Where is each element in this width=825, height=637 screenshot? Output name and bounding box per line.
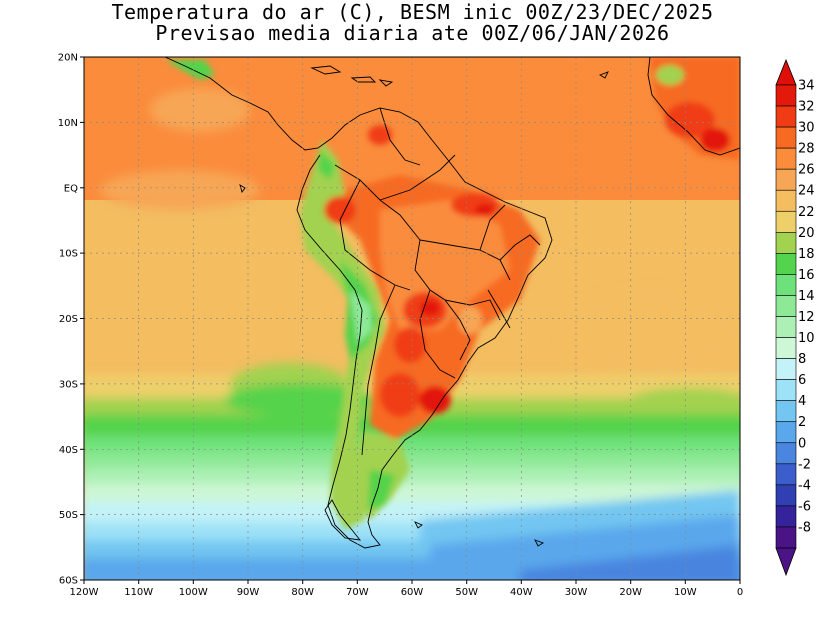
colorbar-swatch	[775, 295, 797, 317]
graticule	[84, 57, 740, 580]
colorbar-swatch	[775, 484, 797, 507]
colorbar-label: 8	[798, 352, 806, 367]
lon-label: 100W	[179, 587, 208, 598]
colorbar-label: 10	[798, 331, 815, 346]
colorbar-swatch	[775, 358, 797, 380]
colorbar-swatch	[775, 400, 797, 423]
colorbar-label: 12	[798, 310, 815, 325]
colorbar-bottom-triangle	[775, 547, 797, 577]
lon-label: 90W	[237, 587, 260, 598]
lon-label: 70W	[346, 587, 369, 598]
colorbar-swatch	[775, 274, 797, 296]
colorbar-swatch	[775, 463, 797, 486]
colorbar-label: 16	[798, 268, 815, 283]
lon-label: 50W	[455, 587, 478, 598]
colorbar-swatch	[775, 210, 797, 233]
temperature-field	[84, 57, 740, 580]
colorbar-label: 14	[798, 289, 815, 304]
lat-label: 50S	[59, 510, 78, 521]
colorbar-swatch	[775, 505, 797, 528]
colorbar-swatch	[775, 379, 797, 401]
colorbar-label: 20	[798, 226, 815, 241]
colorbar-swatch	[775, 421, 797, 444]
coastlines	[164, 57, 740, 549]
colorbar-swatch	[775, 442, 797, 465]
colorbar-label: 18	[798, 247, 815, 262]
lon-label: 80W	[291, 587, 314, 598]
lat-label: 40S	[59, 445, 78, 456]
lon-label: 120W	[70, 587, 99, 598]
colorbar-label: -8	[798, 520, 811, 535]
lat-label: 10N	[58, 118, 78, 129]
lat-label: 30S	[59, 379, 78, 390]
colorbar-swatch	[775, 168, 797, 191]
title-line-1: Temperatura do ar (C), BESM inic 00Z/23/…	[111, 0, 714, 24]
colorbar-label: 22	[798, 205, 815, 220]
colorbar-label: 32	[798, 100, 815, 115]
colorbar-label: 30	[798, 121, 815, 136]
colorbar-swatch	[775, 253, 797, 275]
lon-label: 30W	[565, 587, 588, 598]
title-line-2: Previsao media diaria ate 00Z/06/JAN/202…	[155, 21, 670, 45]
lon-label: 110W	[124, 587, 153, 598]
colorbar-swatch	[775, 526, 797, 549]
colorbar-label: -4	[798, 478, 811, 493]
tick-marks	[80, 56, 741, 584]
lat-label: 10S	[59, 249, 78, 260]
lat-label: 20S	[59, 314, 78, 325]
lon-label: 20W	[619, 587, 642, 598]
colorbar-label: 6	[798, 373, 806, 388]
colorbar-label: -2	[798, 457, 811, 472]
lon-label: 40W	[510, 587, 533, 598]
colorbar-top-triangle	[775, 58, 797, 86]
colorbar-label: 34	[798, 79, 815, 94]
lat-label: EQ	[64, 183, 78, 194]
colorbar-label: 28	[798, 142, 815, 157]
colorbar-swatch	[775, 232, 797, 254]
colorbar-swatch	[775, 337, 797, 359]
colorbar-label: 26	[798, 163, 815, 178]
lon-label: 10W	[674, 587, 697, 598]
colorbar-swatch	[775, 105, 797, 128]
colorbar-label: 2	[798, 415, 806, 430]
colorbar-label: -6	[798, 499, 811, 514]
colorbar-swatch	[775, 147, 797, 170]
longitude-labels: 120W 110W 100W 90W 80W 70W 60W 50W 40W 3…	[70, 587, 744, 598]
colorbar-swatch	[775, 316, 797, 338]
map-title: Temperatura do ar (C), BESM inic 00Z/23/…	[0, 2, 825, 44]
colorbar-label: 24	[798, 184, 815, 199]
lat-label: 60S	[59, 576, 78, 587]
lon-label: 0	[737, 587, 743, 598]
colorbar-label: 4	[798, 394, 806, 409]
colorbar-swatches	[775, 84, 797, 549]
lat-label: 20N	[58, 53, 78, 64]
latitude-labels: 20N 10N EQ 10S 20S 30S 40S 50S 60S	[58, 53, 78, 587]
colorbar-label: 0	[798, 436, 806, 451]
colorbar-swatch	[775, 84, 797, 107]
lon-label: 60W	[401, 587, 424, 598]
colorbar-swatch	[775, 126, 797, 149]
colorbar-swatch	[775, 189, 797, 212]
